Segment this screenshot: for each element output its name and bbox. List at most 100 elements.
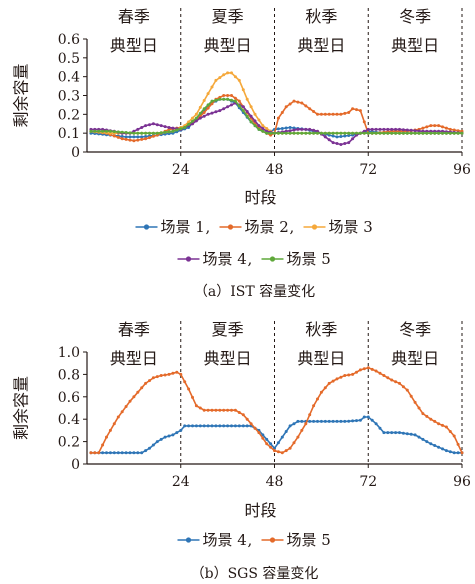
data-point xyxy=(128,135,132,139)
data-point xyxy=(276,116,280,120)
data-point xyxy=(390,431,394,435)
data-point xyxy=(128,138,132,142)
data-point xyxy=(261,129,265,133)
data-point xyxy=(155,375,159,379)
data-point xyxy=(191,395,194,399)
data-point xyxy=(237,411,241,414)
x-tick-label: 24 xyxy=(172,474,190,490)
data-point xyxy=(206,408,210,412)
data-point xyxy=(237,424,241,428)
season-label: 春季 xyxy=(118,7,150,26)
data-point xyxy=(210,111,214,115)
data-point xyxy=(183,126,187,129)
data-point xyxy=(144,381,148,385)
data-point xyxy=(323,112,327,116)
data-point xyxy=(413,131,417,135)
data-point xyxy=(230,98,233,102)
data-point xyxy=(233,99,237,103)
data-point xyxy=(421,412,425,416)
data-point xyxy=(276,131,280,135)
data-point xyxy=(230,94,233,97)
season-label: 春季 xyxy=(118,320,150,339)
data-point xyxy=(374,127,378,131)
data-point xyxy=(441,125,444,129)
data-point xyxy=(132,131,136,135)
x-axis-title: 时段 xyxy=(244,501,276,520)
season-label: 秋季 xyxy=(305,7,337,26)
data-point xyxy=(128,131,132,135)
data-point xyxy=(144,131,148,135)
data-point xyxy=(441,447,444,451)
data-point xyxy=(292,128,296,132)
data-point xyxy=(202,424,206,428)
data-point xyxy=(308,131,312,135)
data-point xyxy=(194,404,198,408)
data-point xyxy=(319,390,323,394)
x-tick-label: 48 xyxy=(266,162,284,178)
data-point xyxy=(304,104,308,108)
x-tick-label: 72 xyxy=(359,474,377,490)
data-point xyxy=(245,97,249,101)
data-point xyxy=(362,131,366,135)
y-tick-label: 0.3 xyxy=(58,89,80,105)
data-point xyxy=(210,102,214,106)
data-point xyxy=(398,431,401,435)
data-point xyxy=(241,105,245,109)
data-point xyxy=(444,131,448,135)
data-point xyxy=(284,131,288,135)
data-point xyxy=(304,127,308,131)
data-point xyxy=(214,78,218,82)
data-point xyxy=(159,437,163,441)
data-point xyxy=(120,410,124,414)
legend-separator: , xyxy=(248,250,253,268)
data-point xyxy=(288,131,292,135)
legend-label: 场景 5 xyxy=(287,250,331,268)
data-point xyxy=(284,449,288,453)
data-point xyxy=(370,131,374,135)
data-point xyxy=(456,131,460,135)
data-point xyxy=(425,414,429,418)
data-point xyxy=(347,134,351,137)
data-point xyxy=(140,386,144,390)
data-point xyxy=(288,129,292,133)
data-point xyxy=(358,418,362,422)
data-point xyxy=(265,437,269,441)
data-point xyxy=(155,440,159,444)
data-point xyxy=(452,451,456,455)
data-point xyxy=(210,85,214,89)
data-point xyxy=(335,112,339,116)
data-point xyxy=(136,390,140,394)
data-point xyxy=(230,103,233,107)
data-point xyxy=(300,131,304,135)
data-point xyxy=(206,424,210,428)
data-point xyxy=(112,422,116,426)
data-point xyxy=(429,131,433,135)
data-point xyxy=(112,130,116,134)
data-point xyxy=(241,413,245,417)
data-point xyxy=(284,105,288,109)
data-point xyxy=(179,428,183,432)
data-point xyxy=(202,107,206,111)
data-point xyxy=(136,135,140,139)
y-tick-label: 0.6 xyxy=(58,32,80,48)
data-point xyxy=(89,129,93,133)
data-point xyxy=(136,451,140,455)
data-point xyxy=(237,104,241,108)
data-point xyxy=(339,131,343,135)
data-point xyxy=(202,114,206,118)
data-point xyxy=(253,112,257,116)
data-point xyxy=(378,426,382,430)
season-sublabel: 典型日 xyxy=(297,349,345,368)
data-point xyxy=(316,112,319,116)
y-tick-label: 0.6 xyxy=(58,390,80,406)
data-point xyxy=(261,127,265,130)
data-point xyxy=(319,131,323,135)
season-sublabel: 典型日 xyxy=(204,36,252,55)
data-point xyxy=(386,131,390,135)
data-point xyxy=(116,130,120,134)
data-point xyxy=(296,435,300,439)
y-tick-label: 0.4 xyxy=(58,70,80,86)
data-point xyxy=(253,426,257,430)
data-point xyxy=(218,97,222,101)
data-point xyxy=(140,137,144,141)
